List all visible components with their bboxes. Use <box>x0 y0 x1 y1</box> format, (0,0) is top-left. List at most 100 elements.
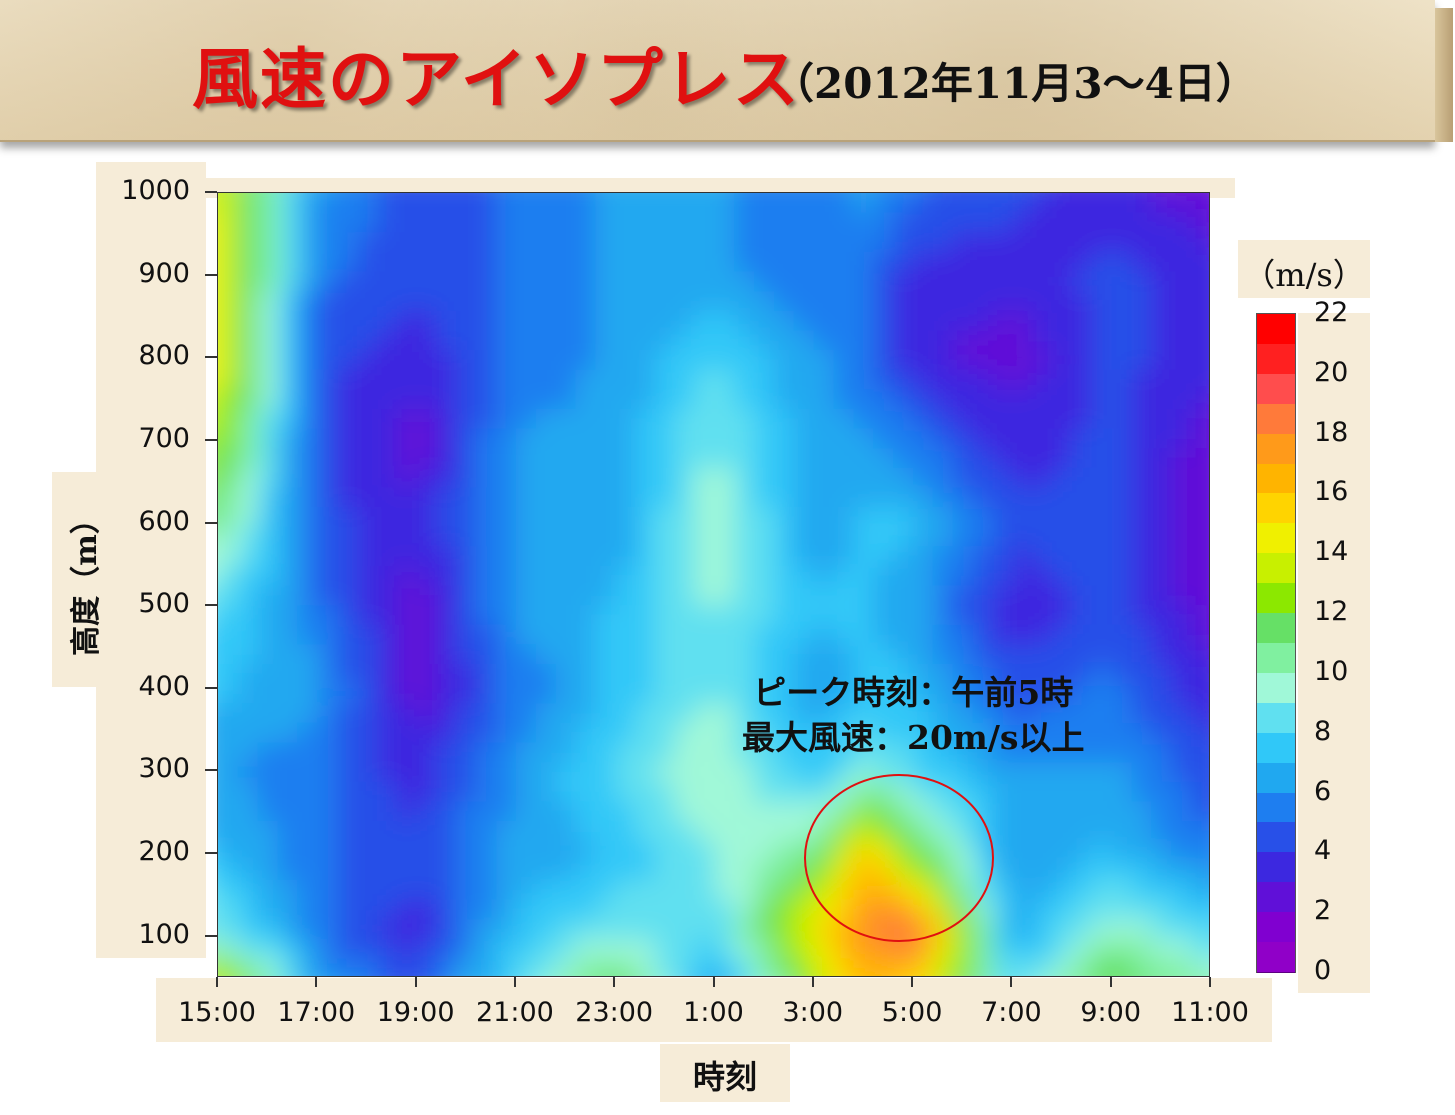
heatmap-cell <box>277 330 299 351</box>
y-tick-label: 300 <box>138 753 190 785</box>
heatmap-cell <box>793 232 815 253</box>
heatmap-cell <box>1052 408 1073 430</box>
heatmap-cell <box>1091 251 1113 273</box>
heatmap-cell <box>972 624 994 646</box>
heatmap-cell <box>774 389 795 410</box>
heatmap-cell <box>1191 212 1209 234</box>
heatmap-cell <box>992 271 1014 293</box>
heatmap-cell <box>575 291 597 312</box>
heatmap-cell <box>674 369 696 391</box>
heatmap-cell <box>1171 428 1193 450</box>
heatmap-cell <box>1071 644 1093 665</box>
heatmap-cell <box>595 507 617 528</box>
heatmap-cell <box>635 193 656 214</box>
heatmap-cell <box>496 389 517 410</box>
heatmap-cell <box>456 389 478 410</box>
heatmap-cell <box>515 644 537 665</box>
heatmap-cell <box>913 408 934 430</box>
heatmap-cell <box>496 193 517 214</box>
heatmap-cell <box>218 389 239 410</box>
heatmap-cell <box>873 565 895 587</box>
heatmap-cell <box>932 467 954 489</box>
heatmap-cell <box>456 644 478 665</box>
heatmap-cell <box>992 212 1014 234</box>
heatmap-cell <box>1091 350 1113 371</box>
heatmap-cell <box>1151 350 1173 371</box>
y-tick-mark <box>205 852 217 855</box>
heatmap-cell <box>774 428 795 450</box>
heatmap-cell <box>1171 565 1193 587</box>
colorbar-segment <box>1257 942 1295 974</box>
heatmap-cell <box>654 624 676 646</box>
heatmap-cell <box>1191 467 1209 489</box>
heatmap-cell <box>357 644 378 665</box>
heatmap-cell <box>297 624 319 646</box>
heatmap-cell <box>754 271 776 293</box>
heatmap-cell <box>1091 232 1113 253</box>
heatmap-cell <box>337 428 359 450</box>
heatmap-cell <box>1012 330 1034 351</box>
heatmap-cell <box>436 291 458 312</box>
heatmap-cell <box>396 565 418 587</box>
heatmap-cell <box>317 448 339 469</box>
heatmap-cell <box>337 369 359 391</box>
heatmap-cell <box>694 291 716 312</box>
heatmap-cell <box>972 487 994 508</box>
heatmap-cell <box>257 605 279 626</box>
y-tick-mark <box>205 521 217 524</box>
heatmap-cell <box>218 251 239 273</box>
heatmap-cell <box>893 291 915 312</box>
heatmap-cell <box>575 585 597 607</box>
heatmap-cell <box>1191 271 1209 293</box>
heatmap-cell <box>674 487 696 508</box>
heatmap-cell <box>734 310 756 332</box>
y-tick-label: 1000 <box>121 175 190 206</box>
heatmap-cell <box>793 487 815 508</box>
heatmap-cell <box>774 212 795 234</box>
heatmap-cell <box>535 585 557 607</box>
heatmap-cell <box>1111 487 1133 508</box>
x-tick-mark <box>414 977 417 987</box>
heatmap-cell <box>317 310 339 332</box>
heatmap-cell <box>932 271 954 293</box>
heatmap-cell <box>694 546 716 567</box>
heatmap-cell <box>257 428 279 450</box>
heatmap-cell <box>396 291 418 312</box>
heatmap-cell <box>376 448 398 469</box>
heatmap-cell <box>615 350 637 371</box>
heatmap-cell <box>555 448 577 469</box>
heatmap-cell <box>317 585 339 607</box>
heatmap-cell <box>218 193 239 214</box>
heatmap-cell <box>774 310 795 332</box>
heatmap-cell <box>1111 350 1133 371</box>
heatmap-cell <box>893 389 915 410</box>
heatmap-cell <box>575 565 597 587</box>
heatmap-cell <box>1052 428 1073 450</box>
heatmap-cell <box>754 624 776 646</box>
heatmap-cell <box>932 251 954 273</box>
heatmap-cell <box>1052 565 1073 587</box>
heatmap-cell <box>615 624 637 646</box>
heatmap-cell <box>515 428 537 450</box>
heatmap-cell <box>972 467 994 489</box>
heatmap-cell <box>734 232 756 253</box>
heatmap-cell <box>793 467 815 489</box>
x-tick-mark <box>513 977 516 987</box>
heatmap-cell <box>1151 212 1173 234</box>
heatmap-cell <box>774 408 795 430</box>
x-tick-mark <box>911 977 914 987</box>
heatmap-cell <box>496 428 517 450</box>
heatmap-cell <box>317 624 339 646</box>
heatmap-cell <box>396 546 418 567</box>
heatmap-cell <box>257 565 279 587</box>
heatmap-cell <box>1171 212 1193 234</box>
heatmap-cell <box>873 546 895 567</box>
heatmap-cell <box>813 487 835 508</box>
heatmap-cell <box>893 310 915 332</box>
heatmap-cell <box>635 428 656 450</box>
heatmap-cell <box>654 487 676 508</box>
heatmap-cell <box>436 507 458 528</box>
heatmap-cell <box>575 251 597 273</box>
heatmap-cell <box>932 546 954 567</box>
heatmap-cell <box>535 624 557 646</box>
